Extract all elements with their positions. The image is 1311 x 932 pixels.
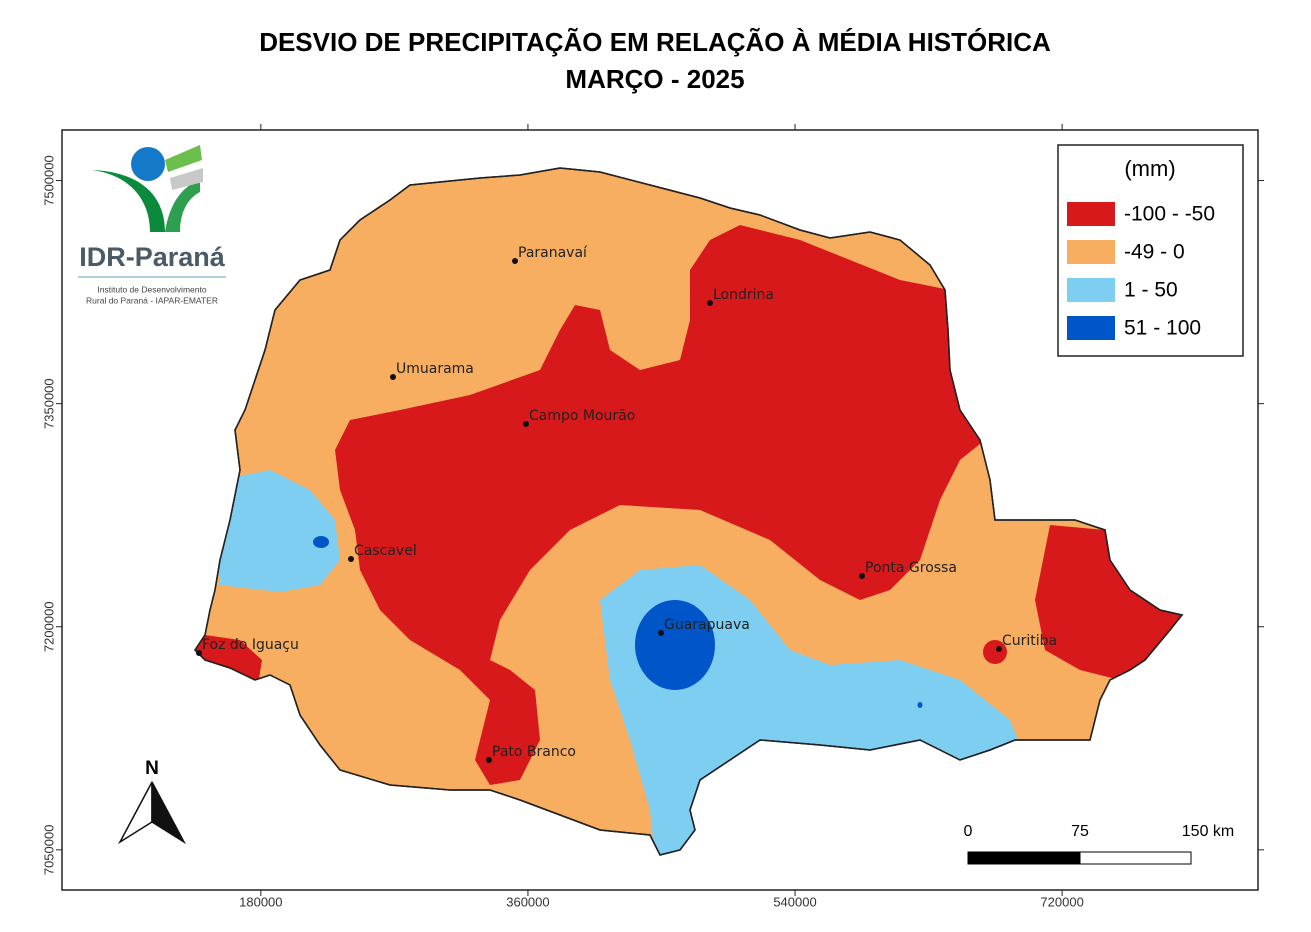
scale-segment bbox=[1079, 851, 1192, 865]
city-dot bbox=[348, 556, 354, 562]
y-tick-label: 7200000 bbox=[41, 601, 56, 652]
city-label: Pato Branco bbox=[492, 744, 576, 760]
y-tick-label: 7350000 bbox=[41, 378, 56, 429]
legend-label: 51 - 100 bbox=[1124, 317, 1201, 340]
region bbox=[195, 635, 262, 685]
city-dot bbox=[658, 630, 664, 636]
legend-label: 1 - 50 bbox=[1124, 279, 1178, 302]
scale-segment bbox=[967, 851, 1081, 865]
logo-line: Rural do Paraná - IAPAR-EMATER bbox=[86, 295, 218, 305]
scale-label: 75 bbox=[1071, 823, 1089, 840]
city-label: Londrina bbox=[713, 287, 774, 303]
city-label: Foz do Iguaçu bbox=[202, 637, 299, 653]
logo-swoosh bbox=[165, 180, 200, 232]
legend-label: -49 - 0 bbox=[1124, 241, 1185, 264]
region bbox=[1035, 525, 1182, 680]
region bbox=[313, 536, 329, 548]
scale-label: 0 bbox=[964, 823, 973, 840]
city-dot bbox=[707, 300, 713, 306]
logo-line: Instituto de Desenvolvimento bbox=[97, 284, 206, 294]
legend-label: -100 - -50 bbox=[1124, 203, 1215, 226]
city-label: Campo Mourão bbox=[529, 408, 635, 424]
city-dot bbox=[859, 573, 865, 579]
x-tick-label: 180000 bbox=[239, 894, 282, 909]
north-label: N bbox=[145, 758, 159, 779]
city-dot bbox=[196, 650, 202, 656]
legend: (mm) -100 - -50 -49 - 0 1 - 50 51 - 100 bbox=[1057, 144, 1244, 357]
region bbox=[983, 640, 1007, 664]
coordinate-ticks: 180000 360000 540000 720000 7500000 7350000 72… bbox=[41, 124, 1264, 909]
logo-swoosh bbox=[92, 170, 165, 232]
city-dot bbox=[390, 374, 396, 380]
north-arrow: N bbox=[118, 758, 186, 845]
logo-name: IDR-Paraná bbox=[79, 242, 226, 272]
legend-swatch bbox=[1067, 278, 1115, 302]
region bbox=[917, 702, 923, 708]
logo-swoosh bbox=[165, 145, 202, 172]
logo: IDR-Paraná Instituto de Desenvolvimento … bbox=[78, 145, 226, 305]
y-tick-label: 7500000 bbox=[41, 155, 56, 206]
legend-swatch bbox=[1067, 240, 1115, 264]
legend-swatch bbox=[1067, 202, 1115, 226]
city-dot bbox=[486, 757, 492, 763]
region bbox=[335, 225, 985, 785]
city-dot bbox=[512, 258, 518, 264]
y-tick-label: 7050000 bbox=[41, 825, 56, 876]
x-tick-label: 720000 bbox=[1040, 894, 1083, 909]
cities: Paranavaí Londrina Umuarama Campo Mourão Cas… bbox=[196, 245, 1057, 763]
scale-bar: 0 75 150 km bbox=[964, 823, 1234, 865]
city-label: Cascavel bbox=[354, 543, 417, 559]
scale-label: 150 km bbox=[1182, 823, 1234, 840]
region bbox=[215, 470, 340, 592]
subtitle: MARÇO - 2025 bbox=[565, 64, 744, 94]
x-tick-label: 360000 bbox=[506, 894, 549, 909]
city-label: Curitiba bbox=[1002, 633, 1057, 649]
city-label: Ponta Grossa bbox=[865, 560, 957, 576]
state-border bbox=[194, 167, 1184, 856]
legend-swatch bbox=[1067, 316, 1115, 340]
legend-title: (mm) bbox=[1124, 156, 1175, 181]
x-tick-label: 540000 bbox=[773, 894, 816, 909]
logo-sphere bbox=[131, 147, 165, 181]
city-label: Paranavaí bbox=[518, 245, 588, 261]
city-dot bbox=[996, 646, 1002, 652]
title: DESVIO DE PRECIPITAÇÃO EM RELAÇÃO À MÉDI… bbox=[259, 27, 1051, 57]
logo-swoosh bbox=[170, 168, 203, 190]
arrow-half bbox=[151, 781, 186, 845]
city-dot bbox=[523, 421, 529, 427]
region bbox=[635, 600, 715, 690]
city-label: Guarapuava bbox=[664, 617, 750, 633]
city-label: Umuarama bbox=[396, 361, 474, 377]
